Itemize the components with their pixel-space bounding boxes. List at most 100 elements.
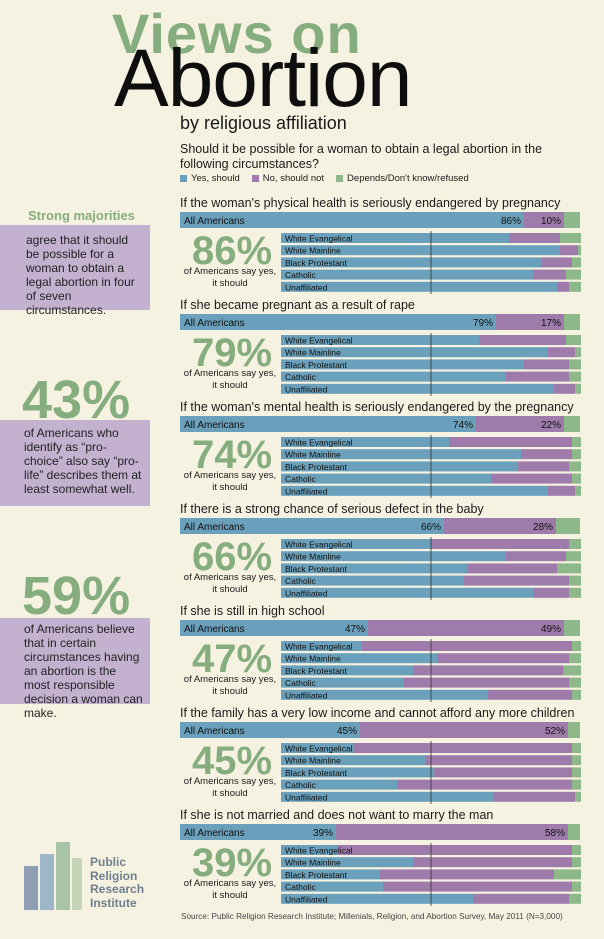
all-americans-dep-bar [556,518,580,534]
logo-line-1: Public [90,855,127,869]
row-3-no-bar [434,767,572,778]
section-big-percent-7: 39% [192,841,273,885]
section-big-percent-2: 79% [192,331,273,375]
all-americans-yes-value: 45% [337,726,357,737]
row-1-yes-bar [281,437,449,447]
row-4-dep-bar [572,881,581,892]
row-1-no-bar [509,233,560,243]
row-3-no-bar [518,461,569,472]
row-4-yes-bar [281,371,506,382]
section-title-4: If there is a strong chance of serious d… [180,502,484,516]
row-2-no-bar [548,347,575,358]
row-3-yes-bar [281,461,518,472]
row-2-dep-bar [575,347,581,358]
row-label-2: White Mainline [285,654,341,664]
section-big-percent-1: 86% [192,229,273,273]
row-2-dep-bar [569,653,581,664]
section-2: All Americans 79% 17% White Evangelical Whit… [180,314,581,396]
all-americans-no-bar [360,722,568,738]
legend-swatch-yes [180,175,187,182]
row-label-4: Catholic [285,372,316,382]
row-2-no-bar [560,245,578,256]
row-5-no-bar [548,485,575,496]
all-americans-yes-value: 86% [501,216,521,227]
all-americans-no-bar [496,314,564,330]
section-6: All Americans 45% 52% White Evangelical Whit… [180,722,581,804]
row-1-yes-bar [281,233,509,243]
row-2-dep-bar [578,245,581,256]
legend-item-yes: Yes, should [180,173,240,184]
row-4-yes-bar [281,473,491,484]
all-americans-dep-bar [568,824,580,840]
row-2-no-bar [413,857,572,868]
section-caption-5: of Americans say yes, it should [183,674,277,697]
row-2-yes-bar [281,245,560,256]
row-label-3: Black Protestant [285,666,348,676]
row-5-no-bar [494,791,575,802]
row-1-dep-bar [560,233,581,243]
all-americans-label: All Americans [184,420,245,431]
all-americans-yes-value: 39% [313,828,333,839]
row-3-no-bar [524,359,569,370]
row-1-yes-bar [281,335,479,345]
row-3-dep-bar [563,665,581,676]
row-3-dep-bar [569,461,581,472]
section-3: All Americans 74% 22% White Evangelical Whit… [180,416,581,498]
row-2-yes-bar [281,347,548,358]
row-2-dep-bar [572,755,581,766]
all-americans-label: All Americans [184,318,245,329]
legend-item-no: No, should not [251,173,324,184]
row-5-yes-bar [281,587,533,598]
all-americans-no-value: 28% [533,522,553,533]
row-5-yes-bar [281,689,488,700]
row-4-yes-bar [281,779,398,790]
fact1-text: agree that it should be possible for a w… [26,233,135,317]
all-americans-dep-bar [564,620,580,636]
pprri-logo-icon [24,842,82,910]
row-1-dep-bar [569,539,581,549]
row-2-no-bar [425,755,572,766]
row-label-1: White Evangelical [285,234,353,244]
legend-label-depends: Depends/Don't know/refused [347,173,469,184]
row-1-dep-bar [572,845,581,855]
section-4: All Americans 66% 28% White Evangelical Whit… [180,518,581,600]
row-5-dep-bar [572,689,581,700]
legend: Yes, should No, should not Depends/Don't… [180,173,469,184]
row-5-yes-bar [281,791,494,802]
section-title-7: If she is not married and does not want … [180,808,494,822]
row-4-dep-bar [572,473,581,484]
row-4-yes-bar [281,881,383,892]
row-4-no-bar [533,269,566,280]
row-label-1: White Evangelical [285,846,353,856]
section-1: All Americans 86% 10% White Evangelical Whit… [180,212,581,294]
row-4-no-bar [491,473,572,484]
row-5-dep-bar [569,587,581,598]
section-big-percent-4: 66% [192,535,273,579]
row-label-2: White Mainline [285,450,341,460]
row-5-yes-bar [281,383,554,394]
row-2-dep-bar [566,551,581,562]
row-4-yes-bar [281,677,404,688]
row-label-1: White Evangelical [285,540,353,550]
row-1-yes-bar [281,743,353,753]
row-4-no-bar [383,881,572,892]
row-1-yes-bar [281,845,338,855]
all-americans-no-value: 52% [545,726,565,737]
row-label-3: Black Protestant [285,564,348,574]
row-4-no-bar [464,575,569,586]
all-americans-yes-bar [180,314,496,330]
all-americans-no-value: 10% [541,216,561,227]
section-caption-2: of Americans say yes, it should [183,368,277,391]
all-americans-yes-value: 66% [421,522,441,533]
all-americans-no-value: 17% [541,318,561,329]
all-americans-yes-bar [180,518,444,534]
row-label-3: Black Protestant [285,462,348,472]
all-americans-label: All Americans [184,624,245,635]
section-title-2: If she became pregnant as a result of ra… [180,298,415,312]
row-3-yes-bar [281,767,434,778]
all-americans-no-bar [444,518,556,534]
row-label-1: White Evangelical [285,744,353,754]
all-americans-yes-value: 74% [453,420,473,431]
row-4-dep-bar [572,779,581,790]
all-americans-label: All Americans [184,726,245,737]
